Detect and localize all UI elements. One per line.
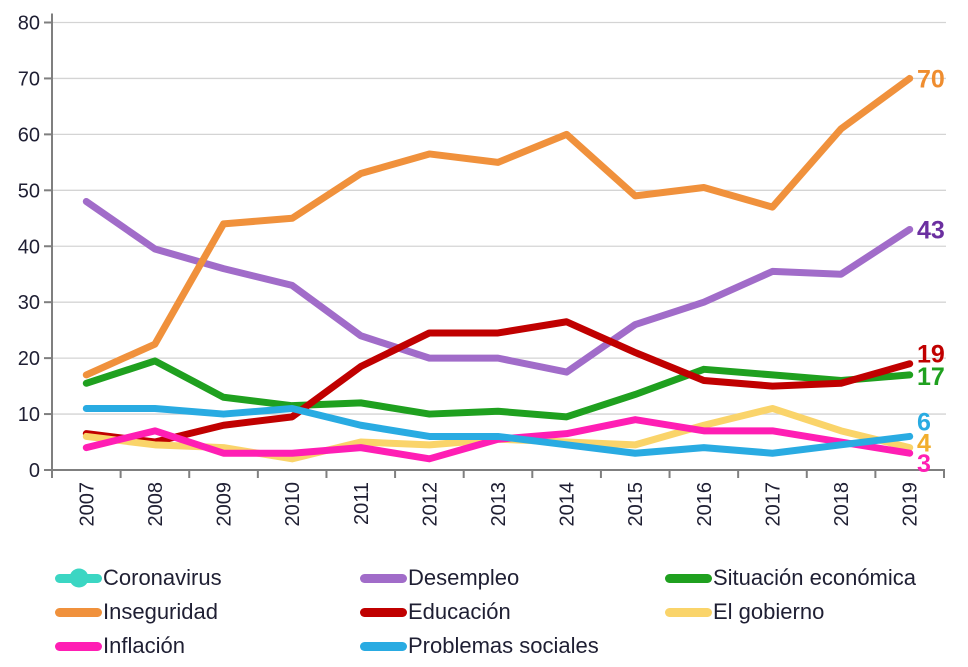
legend-label-desempleo: Desempleo xyxy=(408,565,520,590)
legend-item-problemas-sociales: Problemas sociales xyxy=(360,631,665,661)
legend-item-coronavirus: Coronavirus xyxy=(55,563,360,593)
x-tick-label-2009: 2009 xyxy=(214,482,236,527)
x-tick-label-2014: 2014 xyxy=(557,482,579,527)
series-line-inseguridad xyxy=(82,74,914,379)
legend-marker-dot-coronavirus xyxy=(69,568,88,588)
end-label-problemas-sociales: 6 xyxy=(917,408,931,436)
legend-swatch-desempleo xyxy=(360,573,407,583)
y-tick-label-10: 10 xyxy=(18,404,40,426)
x-tick-label-2012: 2012 xyxy=(419,482,441,527)
x-tick-label-2015: 2015 xyxy=(625,482,647,527)
legend-swatch-el-gobierno xyxy=(665,607,712,617)
y-tick-label-80: 80 xyxy=(18,13,40,35)
y-tick-label-0: 0 xyxy=(29,460,40,482)
x-tick-label-2016: 2016 xyxy=(694,482,716,527)
legend-item-educacion: Educación xyxy=(360,597,665,627)
y-tick-label-60: 60 xyxy=(18,124,40,146)
y-tick-label-70: 70 xyxy=(18,68,40,90)
end-label-desempleo: 43 xyxy=(917,216,945,244)
legend-swatch-coronavirus xyxy=(55,568,102,588)
x-tick-label-2018: 2018 xyxy=(831,482,853,527)
legend-swatch-inflacion xyxy=(55,641,102,651)
y-tick-label-40: 40 xyxy=(18,236,40,258)
x-tick-label-2017: 2017 xyxy=(762,482,784,527)
legend-item-desempleo: Desempleo xyxy=(360,563,665,593)
legend-label-problemas-sociales: Problemas sociales xyxy=(408,633,599,658)
legend: Coronavirus Desempleo Situación económica I… xyxy=(0,563,968,661)
end-label-educacion: 19 xyxy=(917,341,945,369)
x-tick-label-2010: 2010 xyxy=(282,482,304,527)
end-label-el-gobierno: 4 xyxy=(917,430,931,458)
legend-label-inflacion: Inflación xyxy=(103,633,185,658)
y-tick-label-30: 30 xyxy=(18,292,40,314)
x-tick-label-2019: 2019 xyxy=(900,482,922,527)
legend-label-inseguridad: Inseguridad xyxy=(103,599,218,624)
end-label-situacion-economica: 17 xyxy=(917,363,945,391)
legend-label-situacion-economica: Situación económica xyxy=(713,565,917,590)
series-line-educacion xyxy=(82,318,914,446)
x-tick-label-2008: 2008 xyxy=(145,482,167,527)
series-line-problemas-sociales xyxy=(82,404,914,457)
y-tick-label-50: 50 xyxy=(18,180,40,202)
end-label-inflacion: 3 xyxy=(917,450,931,478)
legend-item-inseguridad: Inseguridad xyxy=(55,597,360,627)
legend-item-inflacion: Inflación xyxy=(55,631,360,661)
y-tick-label-20: 20 xyxy=(18,348,40,370)
legend-swatch-inseguridad xyxy=(55,607,102,617)
series-line-situacion-economica xyxy=(82,357,914,421)
legend-swatch-problemas-sociales xyxy=(360,641,407,651)
legend-label-educacion: Educación xyxy=(408,599,511,624)
legend-item-el-gobierno: El gobierno xyxy=(665,597,968,627)
line-chart: 0 10 20 30 40 50 60 70 80 2007 2008 2009 2010 2011 201… xyxy=(18,13,946,527)
x-tick-label-2007: 2007 xyxy=(76,482,98,527)
legend-swatch-situacion-economica xyxy=(665,573,712,583)
end-label-inseguridad: 70 xyxy=(917,65,945,93)
series-line-desempleo xyxy=(82,198,914,376)
legend-swatch-educacion xyxy=(360,607,407,617)
x-tick-label-2011: 2011 xyxy=(351,482,373,525)
legend-item-situacion-economica: Situación económica xyxy=(665,563,968,593)
legend-label-coronavirus: Coronavirus xyxy=(103,565,222,590)
legend-label-el-gobierno: El gobierno xyxy=(713,599,825,624)
x-tick-label-2013: 2013 xyxy=(488,482,510,527)
